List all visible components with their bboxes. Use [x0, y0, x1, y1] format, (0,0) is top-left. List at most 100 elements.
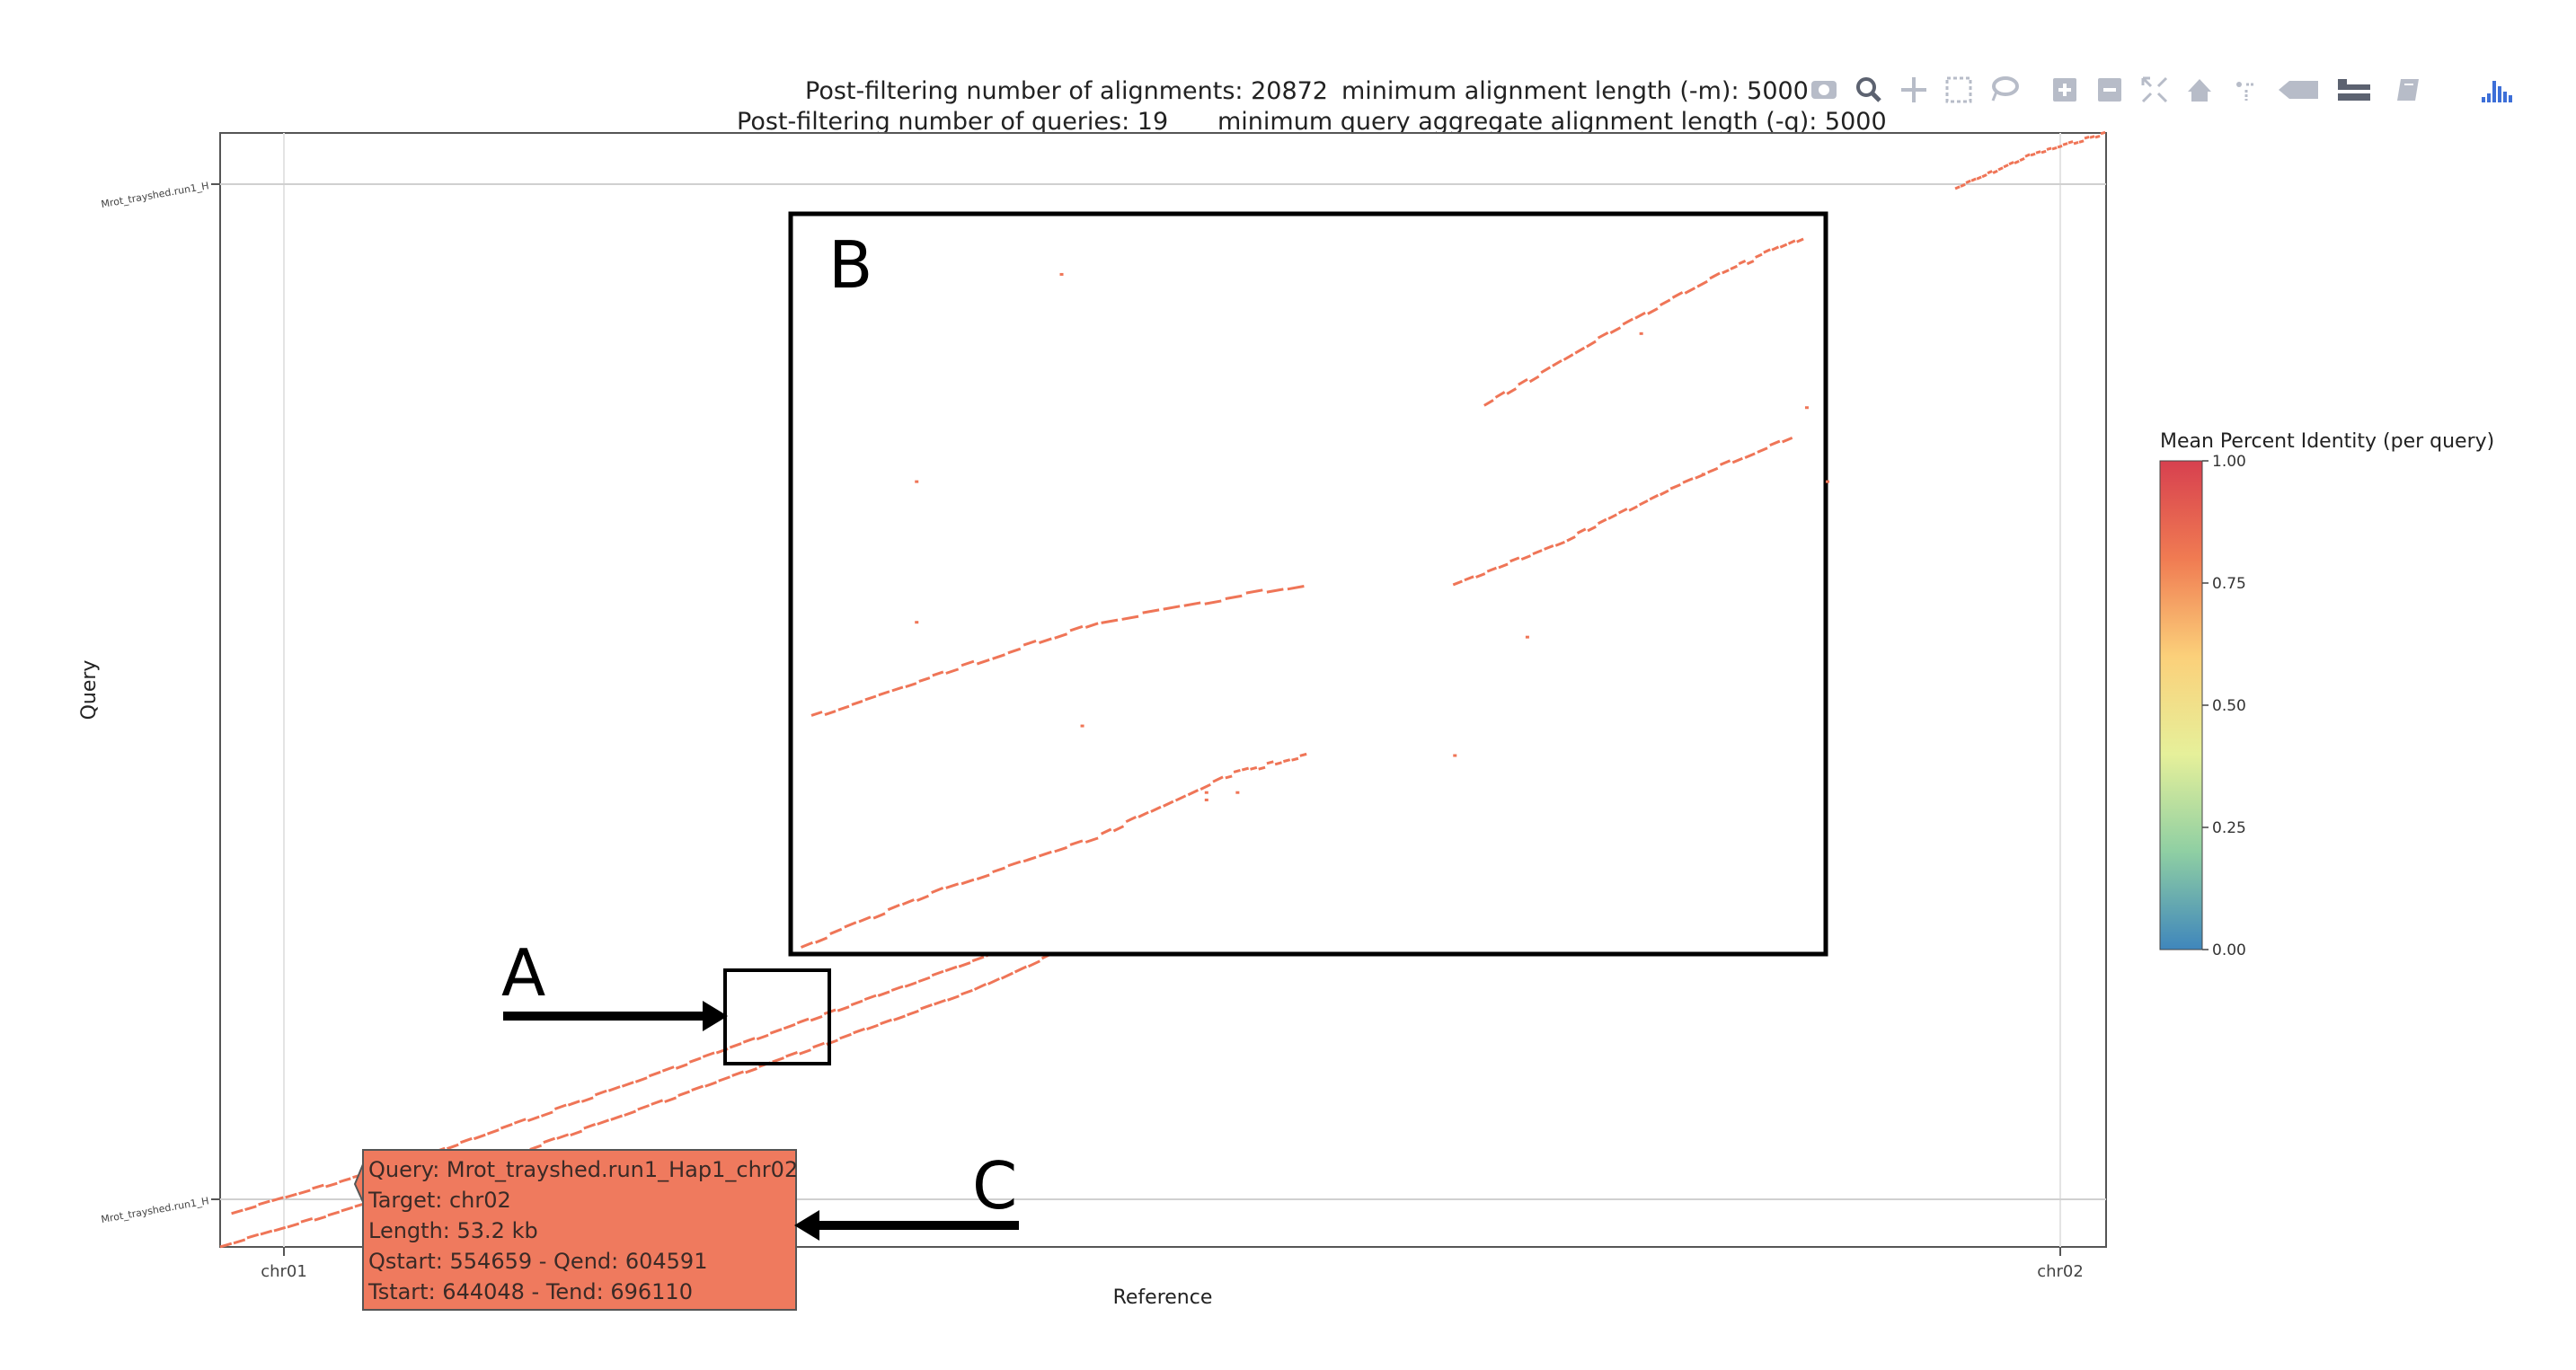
autoscale-icon[interactable] — [2141, 76, 2168, 103]
alignment-segment — [987, 977, 1000, 986]
alignment-segment — [947, 994, 960, 1002]
inset-alignment-segment — [1660, 489, 1669, 497]
alignment-segment — [231, 1208, 243, 1215]
alignment-segment — [1992, 169, 1998, 174]
inset-alignment-segment — [916, 894, 930, 902]
tooltip-target: Target: chr02 — [367, 1188, 511, 1213]
inset-alignment-segment — [1054, 632, 1068, 640]
hover-closest-icon[interactable] — [2279, 81, 2318, 99]
inset-alignment-segment — [1779, 243, 1788, 249]
alignment-segment — [298, 1189, 311, 1196]
inset-alignment-segment — [1258, 765, 1266, 771]
inset-alignment-segment — [1634, 311, 1646, 320]
inset-alignment-segment — [1084, 622, 1099, 629]
box-select-icon[interactable] — [1945, 76, 1972, 103]
inset-alignment-segment — [1755, 252, 1763, 259]
alignment-segment — [594, 1089, 607, 1097]
alignment-segment — [960, 988, 973, 996]
arrow-c-head — [794, 1210, 819, 1241]
inset-alignment-point — [1204, 791, 1208, 794]
label-c: C — [972, 1148, 1017, 1224]
inset-alignment-segment — [858, 915, 872, 924]
alignment-segment — [688, 1056, 702, 1064]
inset-alignment-segment — [1274, 761, 1282, 766]
inset-alignment-segment — [1684, 287, 1696, 295]
inset-b: B — [788, 211, 1829, 957]
inset-alignment-segment — [992, 653, 1005, 660]
inset-alignment-segment — [1671, 291, 1684, 299]
inset-alignment-segment — [1464, 575, 1474, 582]
alignment-segment — [543, 1136, 556, 1145]
alignment-segment — [327, 1210, 341, 1217]
inset-alignment-segment — [1622, 317, 1633, 326]
plotly-logo-icon[interactable] — [2482, 81, 2512, 102]
alignment-segment — [2067, 140, 2074, 145]
inset-alignment-segment — [1659, 298, 1671, 307]
inset-alignment-segment — [1084, 836, 1099, 844]
inset-alignment-point — [1826, 480, 1829, 483]
inset-alignment-segment — [1669, 483, 1681, 491]
alignment-segment — [233, 1238, 246, 1245]
zoom-in-icon[interactable] — [2053, 78, 2076, 102]
inset-alignment-segment — [905, 682, 917, 689]
edit-chart-icon[interactable] — [2397, 79, 2419, 101]
alignment-segment — [540, 1110, 553, 1118]
pan-icon[interactable] — [1901, 77, 1926, 102]
inset-alignment-segment — [1486, 566, 1497, 573]
colorbar-tick-label: 0.75 — [2212, 575, 2246, 593]
alignment-segment — [260, 1229, 273, 1236]
inset-alignment-segment — [932, 670, 944, 677]
alignment-segment — [783, 1022, 796, 1030]
tooltip-t-range: Tstart: 644048 - Tend: 696110 — [367, 1279, 693, 1304]
spike-lines-icon[interactable] — [2236, 82, 2253, 101]
inset-alignment-segment — [1587, 525, 1597, 533]
alignment-segment — [2057, 144, 2063, 149]
alignment-segment — [583, 1123, 597, 1130]
zoom-out-icon[interactable] — [2098, 78, 2121, 102]
alignment-segment — [2094, 134, 2101, 139]
inset-alignment-segment — [829, 927, 843, 935]
alignment-segment — [312, 1183, 324, 1190]
alignment-segment — [691, 1084, 704, 1092]
alignment-segment — [890, 985, 904, 992]
inset-alignment-segment — [1266, 760, 1274, 765]
header-min-length: minimum alignment length (-m): 5000 — [1341, 77, 1809, 105]
hover-tooltip: Query: Mrot_trayshed.run1_Hap1_chr02 Tar… — [353, 1149, 798, 1311]
x-axis-title: Reference — [1113, 1286, 1213, 1309]
alignment-segment — [958, 961, 971, 968]
alignment-segment — [1960, 182, 1966, 188]
inset-alignment-segment — [1125, 816, 1137, 824]
hover-compare-icon[interactable] — [2338, 79, 2370, 101]
reset-axes-icon[interactable] — [2188, 79, 2211, 102]
inset-alignment-segment — [1528, 375, 1540, 384]
colorbar-title: Mean Percent Identity (per query) — [2160, 430, 2494, 453]
inset-alignment-segment — [1245, 588, 1263, 595]
inset-alignment-segment — [1532, 549, 1543, 556]
alignment-segment — [341, 1206, 354, 1213]
inset-alignment-segment — [1142, 608, 1160, 614]
alignment-segment — [597, 1118, 610, 1126]
inset-alignment-segment — [960, 878, 975, 886]
inset-alignment-segment — [1250, 765, 1258, 771]
camera-icon[interactable] — [1811, 81, 1837, 99]
alignment-segment — [1027, 959, 1040, 968]
alignment-segment — [2024, 153, 2031, 158]
inset-alignment-segment — [1552, 359, 1562, 367]
alignment-segment — [745, 1067, 757, 1074]
alignment-segment — [799, 1048, 811, 1056]
inset-alignment-segment — [1233, 769, 1241, 773]
tooltip-query: Query: Mrot_trayshed.run1_Hap1_chr02 — [368, 1157, 798, 1182]
inset-alignment-segment — [1225, 774, 1233, 780]
inset-alignment-segment — [864, 694, 877, 702]
inset-alignment-segment — [1163, 800, 1174, 808]
zoom-icon[interactable] — [1856, 77, 1881, 102]
inset-alignment-segment — [1483, 399, 1494, 407]
inset-alignment-segment — [844, 921, 857, 929]
inset-alignment-segment — [945, 882, 960, 889]
inset-alignment-segment — [1586, 340, 1597, 349]
alignment-segment — [624, 1109, 637, 1117]
lasso-select-icon[interactable] — [1991, 76, 2019, 102]
inset-alignment-segment — [1597, 517, 1607, 526]
colorbar-tick-label: 0.25 — [2212, 819, 2246, 837]
